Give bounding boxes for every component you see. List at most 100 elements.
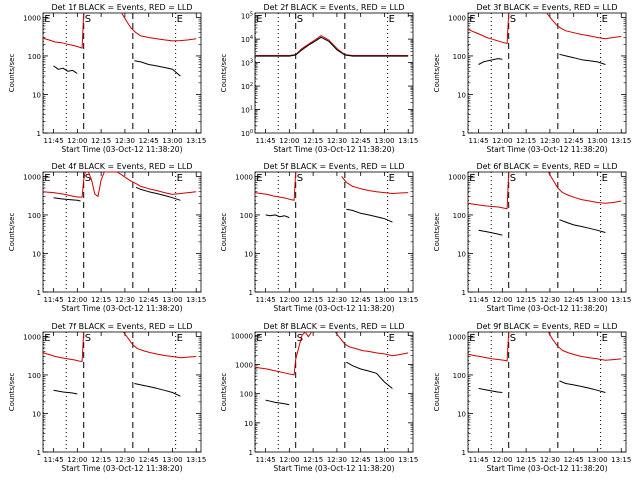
time-marker-label: E [389, 14, 395, 25]
y-tick-label: 10 [244, 250, 253, 258]
x-tick-label: 11:45 [43, 296, 63, 304]
y-axis-label: Counts/sec [220, 373, 228, 412]
panel-title: Det 4f BLACK = Events, RED = LLD [51, 162, 192, 171]
time-marker-label: E [469, 333, 475, 344]
x-tick-label: 11:45 [468, 137, 488, 145]
panel-title: Det 7f BLACK = Events, RED = LLD [51, 322, 192, 331]
events-series-line [559, 380, 606, 393]
lld-series-line [467, 171, 510, 210]
y-tick-label: 1000 [448, 173, 466, 181]
x-tick-label: 12:00 [279, 137, 299, 145]
lld-series-line [467, 331, 510, 362]
time-marker-label: S [297, 173, 303, 184]
x-tick-label: 12:30 [327, 137, 347, 145]
events-series-line [265, 399, 290, 406]
x-tick-label: 12:30 [540, 137, 560, 145]
x-tick-label: 12:30 [327, 296, 347, 304]
time-marker-label: E [177, 173, 183, 184]
x-tick-label: 11:45 [468, 456, 488, 464]
x-tick-label: 12:30 [540, 296, 560, 304]
events-series-line [53, 389, 78, 395]
y-tick-label: 1000 [235, 361, 253, 369]
x-tick-label: 11:45 [255, 137, 275, 145]
events-series-line [134, 60, 181, 77]
x-tick-label: 12:30 [115, 137, 135, 145]
time-marker-label: E [256, 333, 262, 344]
events-series-line [559, 53, 606, 65]
time-marker-label: S [297, 333, 303, 344]
time-marker-label: E [602, 173, 608, 184]
events-series-line [559, 219, 606, 233]
events-series-line [478, 229, 503, 236]
x-tick-label: 13:15 [186, 296, 206, 304]
time-marker-label: S [85, 333, 91, 344]
lld-series-line [341, 176, 409, 194]
x-tick-label: 13:15 [398, 296, 418, 304]
y-tick-label: 1000 [235, 173, 253, 181]
x-tick-label: 12:45 [351, 137, 371, 145]
time-marker-label: E [389, 333, 395, 344]
x-tick-label: 11:45 [468, 296, 488, 304]
events-series-line [346, 361, 393, 389]
x-tick-label: 12:15 [303, 296, 323, 304]
time-marker-label: E [602, 14, 608, 25]
y-tick-label: 10 [244, 420, 253, 428]
x-tick-label: 12:15 [91, 137, 111, 145]
time-marker-label: E [177, 14, 183, 25]
panel-title: Det 1f BLACK = Events, RED = LLD [51, 3, 192, 12]
panel-title: Det 8f BLACK = Events, RED = LLD [263, 322, 404, 331]
panel-title: Det 2f BLACK = Events, RED = LLD [263, 3, 404, 12]
x-axis-label: Start Time (03-Oct-12 11:38:20) [486, 145, 607, 154]
lld-series-line [547, 331, 622, 361]
y-tick-label: 1 [462, 130, 466, 138]
x-tick-label: 13:00 [374, 137, 394, 145]
y-axis-label: Counts/sec [220, 54, 228, 93]
y-axis-label: Counts/sec [433, 54, 441, 93]
lld-series-line [254, 171, 297, 201]
x-axis-label: Start Time (03-Oct-12 11:38:20) [486, 464, 607, 473]
time-marker-label: S [510, 333, 516, 344]
x-tick-label: 12:00 [279, 296, 299, 304]
x-tick-label: 11:45 [255, 456, 275, 464]
time-marker-label: S [510, 14, 516, 25]
x-axis-label: Start Time (03-Oct-12 11:38:20) [61, 145, 182, 154]
x-tick-label: 12:15 [516, 456, 536, 464]
events-series-line [346, 208, 393, 223]
x-tick-label: 12:15 [91, 456, 111, 464]
x-tick-label: 12:00 [67, 296, 87, 304]
y-axis-label: Counts/sec [220, 213, 228, 252]
x-tick-label: 12:15 [91, 296, 111, 304]
time-marker-label: E [177, 333, 183, 344]
y-tick-label: 100 [28, 53, 41, 61]
x-tick-label: 12:15 [303, 456, 323, 464]
x-axis-label: Start Time (03-Oct-12 11:38:20) [61, 304, 182, 313]
y-tick-label: 100 [241, 129, 253, 138]
x-axis-label: Start Time (03-Oct-12 11:38:20) [273, 464, 394, 473]
panel-title: Det 6f BLACK = Events, RED = LLD [476, 162, 617, 171]
time-marker-label: S [297, 14, 303, 25]
y-tick-label: 10 [457, 91, 466, 99]
lld-series-line [254, 331, 312, 376]
time-marker-label: E [389, 173, 395, 184]
time-marker-label: E [256, 173, 262, 184]
x-tick-label: 13:15 [611, 296, 631, 304]
x-tick-label: 13:15 [611, 456, 631, 464]
lld-series-line [467, 12, 510, 44]
time-marker-label: E [44, 173, 50, 184]
x-tick-label: 12:15 [516, 296, 536, 304]
x-tick-label: 12:00 [67, 456, 87, 464]
y-tick-label: 1000 [23, 333, 41, 341]
time-marker-label: E [469, 173, 475, 184]
x-tick-label: 11:45 [43, 456, 63, 464]
time-marker-label: S [510, 173, 516, 184]
x-tick-label: 13:00 [374, 456, 394, 464]
lld-series-line [121, 12, 197, 42]
